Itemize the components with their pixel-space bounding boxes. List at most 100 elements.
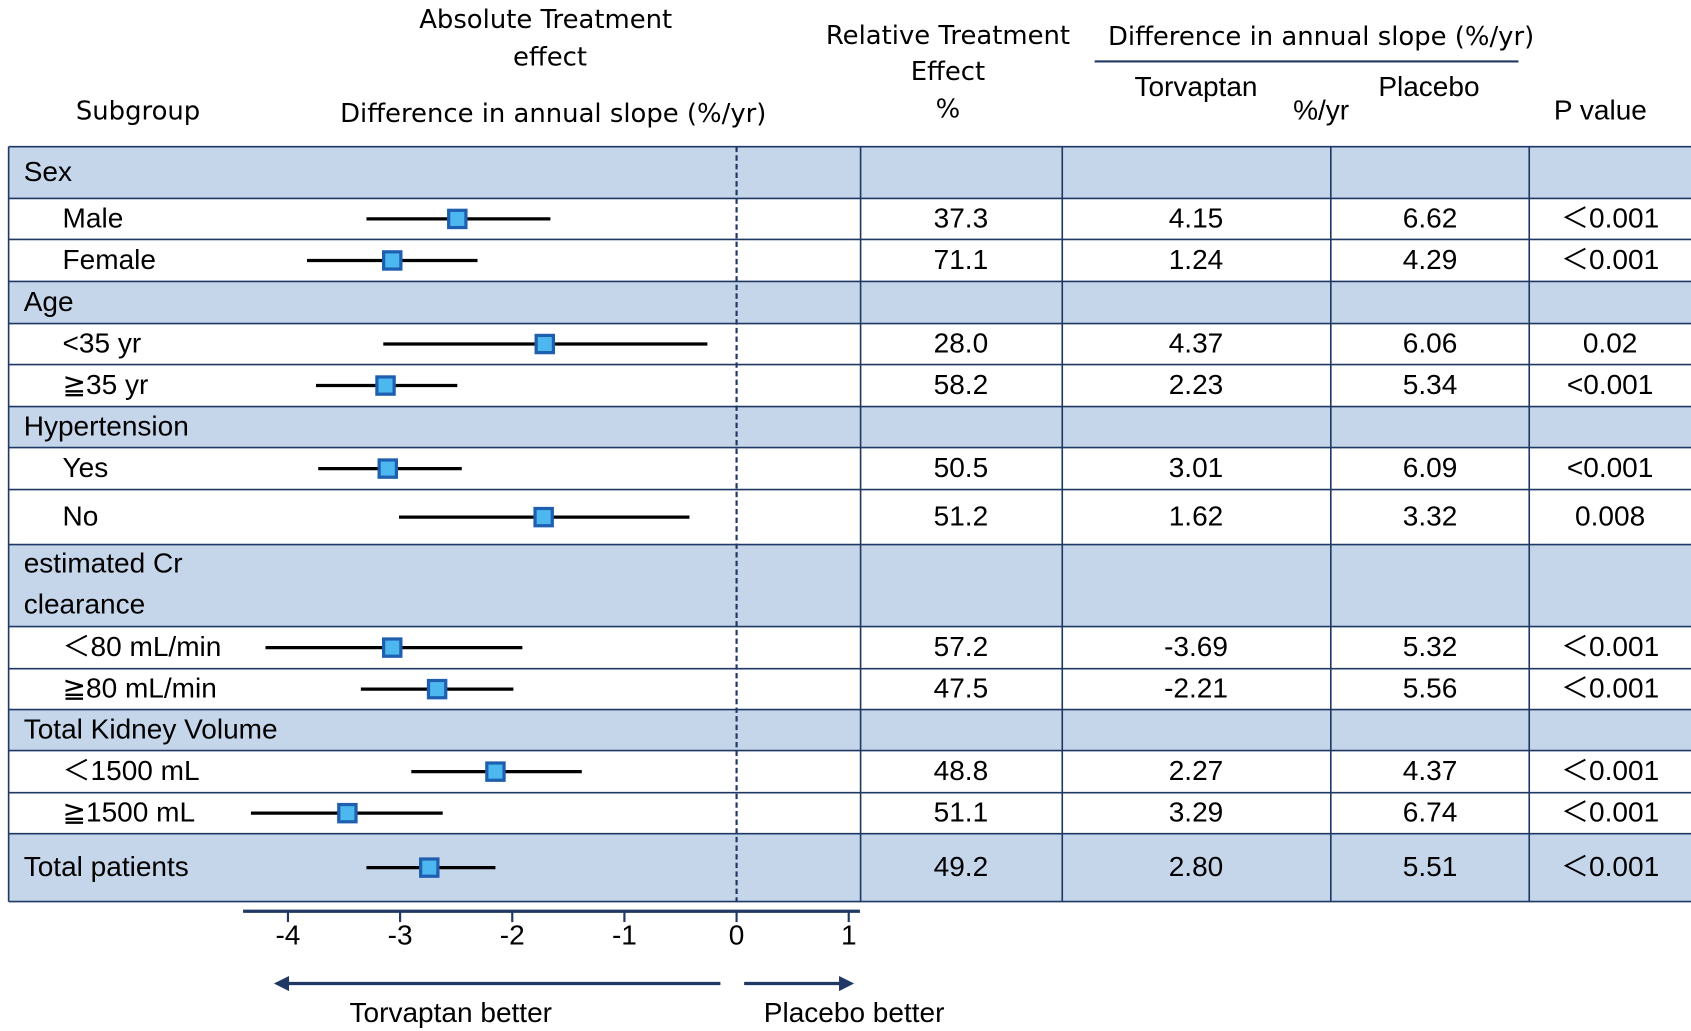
cell-placebo: 6.06 bbox=[1403, 328, 1458, 359]
row-label: Total Kidney Volume bbox=[24, 714, 278, 745]
header-relative: Effect bbox=[911, 57, 985, 87]
cell-p: ＜0.001 bbox=[1561, 755, 1659, 786]
x-tick-label: -4 bbox=[275, 920, 300, 951]
row-shade bbox=[8, 406, 1691, 448]
cell-placebo: 4.37 bbox=[1403, 755, 1458, 786]
row-shade bbox=[8, 833, 1691, 902]
cell-torvaptan: 2.27 bbox=[1169, 755, 1224, 786]
row-label: ≧35 yr bbox=[63, 369, 149, 400]
cell-p: 0.008 bbox=[1575, 501, 1645, 532]
header-unit: %/yr bbox=[1293, 95, 1349, 126]
header-placebo: Placebo bbox=[1378, 71, 1479, 102]
estimate-marker bbox=[382, 637, 403, 658]
estimate-marker bbox=[534, 333, 556, 355]
row-label: Sex bbox=[24, 156, 72, 187]
cell-torvaptan: 2.80 bbox=[1169, 851, 1224, 882]
cell-p: 0.02 bbox=[1583, 328, 1638, 359]
cell-p: ＜0.001 bbox=[1561, 797, 1659, 828]
cell-p: ＜0.001 bbox=[1561, 673, 1659, 704]
cell-p: ＜0.001 bbox=[1561, 244, 1659, 275]
cell-relative: 28.0 bbox=[934, 328, 989, 359]
row-label: Female bbox=[63, 244, 156, 275]
cell-placebo: 5.51 bbox=[1403, 851, 1458, 882]
cell-torvaptan: -3.69 bbox=[1164, 631, 1228, 662]
estimate-marker bbox=[337, 802, 358, 824]
cell-placebo: 5.32 bbox=[1403, 631, 1458, 662]
estimate-marker bbox=[533, 506, 554, 528]
row-label: ≧1500 mL bbox=[63, 797, 195, 828]
row-label: Male bbox=[63, 202, 124, 233]
header-slope: Difference in annual slope (%/yr) bbox=[1108, 22, 1534, 52]
cell-relative: 48.8 bbox=[934, 755, 989, 786]
arrow-head bbox=[273, 975, 290, 992]
cell-relative: 71.1 bbox=[934, 244, 989, 275]
x-tick-label: -2 bbox=[500, 920, 525, 951]
cell-relative: 49.2 bbox=[934, 851, 989, 882]
cell-torvaptan: 4.15 bbox=[1169, 202, 1224, 233]
row-shade bbox=[8, 281, 1691, 324]
estimate-marker bbox=[447, 208, 468, 230]
header-axis: Difference in annual slope (%/yr) bbox=[340, 99, 766, 129]
row-label: Yes bbox=[63, 452, 109, 483]
cell-torvaptan: 1.24 bbox=[1169, 244, 1224, 275]
row-label: estimated Cr bbox=[24, 548, 183, 579]
x-tick-label: -1 bbox=[612, 920, 637, 951]
row-shade bbox=[8, 544, 1691, 627]
x-label-right: Placebo better bbox=[764, 997, 945, 1028]
x-tick-label: 1 bbox=[841, 920, 857, 951]
cell-placebo: 5.56 bbox=[1403, 673, 1458, 704]
cell-torvaptan: 1.62 bbox=[1169, 501, 1224, 532]
arrow-head bbox=[839, 975, 855, 992]
cell-relative: 57.2 bbox=[934, 631, 989, 662]
row-label: <35 yr bbox=[63, 328, 142, 359]
row-backgrounds bbox=[8, 146, 1691, 902]
estimate-marker bbox=[375, 375, 396, 396]
cell-torvaptan: 2.23 bbox=[1169, 369, 1224, 400]
cell-placebo: 4.29 bbox=[1403, 244, 1458, 275]
estimate-marker bbox=[382, 250, 403, 271]
row-label: No bbox=[63, 501, 99, 532]
cell-torvaptan: 4.37 bbox=[1169, 328, 1224, 359]
cell-relative: 50.5 bbox=[934, 452, 989, 483]
row-label: Age bbox=[24, 286, 74, 317]
cell-placebo: 6.74 bbox=[1403, 797, 1458, 828]
row-shade bbox=[8, 146, 1691, 199]
cell-relative: 58.2 bbox=[934, 369, 989, 400]
cell-placebo: 6.62 bbox=[1403, 202, 1458, 233]
estimate-marker bbox=[485, 761, 506, 782]
row-label: Total patients bbox=[24, 851, 189, 882]
header-torvaptan: Torvaptan bbox=[1134, 71, 1257, 102]
cell-p: <0.001 bbox=[1567, 452, 1653, 483]
cell-torvaptan: 3.01 bbox=[1169, 452, 1224, 483]
header-absolute: effect bbox=[513, 43, 587, 73]
header-relative: Relative Treatment bbox=[826, 21, 1070, 51]
header-p-value: P value bbox=[1554, 95, 1647, 126]
header-absolute: Absolute Treatment bbox=[419, 5, 672, 35]
cell-relative: 51.1 bbox=[934, 797, 989, 828]
cell-relative: 47.5 bbox=[934, 673, 989, 704]
x-tick-label: 0 bbox=[729, 920, 745, 951]
cell-p: ＜0.001 bbox=[1561, 631, 1659, 662]
estimate-marker bbox=[419, 857, 440, 878]
row-shade bbox=[8, 709, 1691, 751]
header-relative: % bbox=[936, 95, 961, 125]
cell-placebo: 3.32 bbox=[1403, 501, 1458, 532]
row-label: Hypertension bbox=[24, 411, 189, 442]
x-tick-label: -3 bbox=[388, 920, 413, 951]
row-label: ＜1500 mL bbox=[63, 755, 200, 786]
cell-p: ＜0.001 bbox=[1561, 202, 1659, 233]
cell-placebo: 5.34 bbox=[1403, 369, 1458, 400]
cell-relative: 51.2 bbox=[934, 501, 989, 532]
cell-p: ＜0.001 bbox=[1561, 851, 1659, 882]
cell-p: <0.001 bbox=[1567, 369, 1653, 400]
row-label: clearance bbox=[24, 588, 145, 619]
estimate-marker bbox=[377, 458, 399, 479]
cell-torvaptan: 3.29 bbox=[1169, 797, 1224, 828]
cell-torvaptan: -2.21 bbox=[1164, 673, 1228, 704]
cell-relative: 37.3 bbox=[934, 202, 989, 233]
row-label: ≧80 mL/min bbox=[63, 673, 217, 704]
row-label: ＜80 mL/min bbox=[63, 631, 222, 662]
estimate-marker bbox=[426, 678, 448, 700]
